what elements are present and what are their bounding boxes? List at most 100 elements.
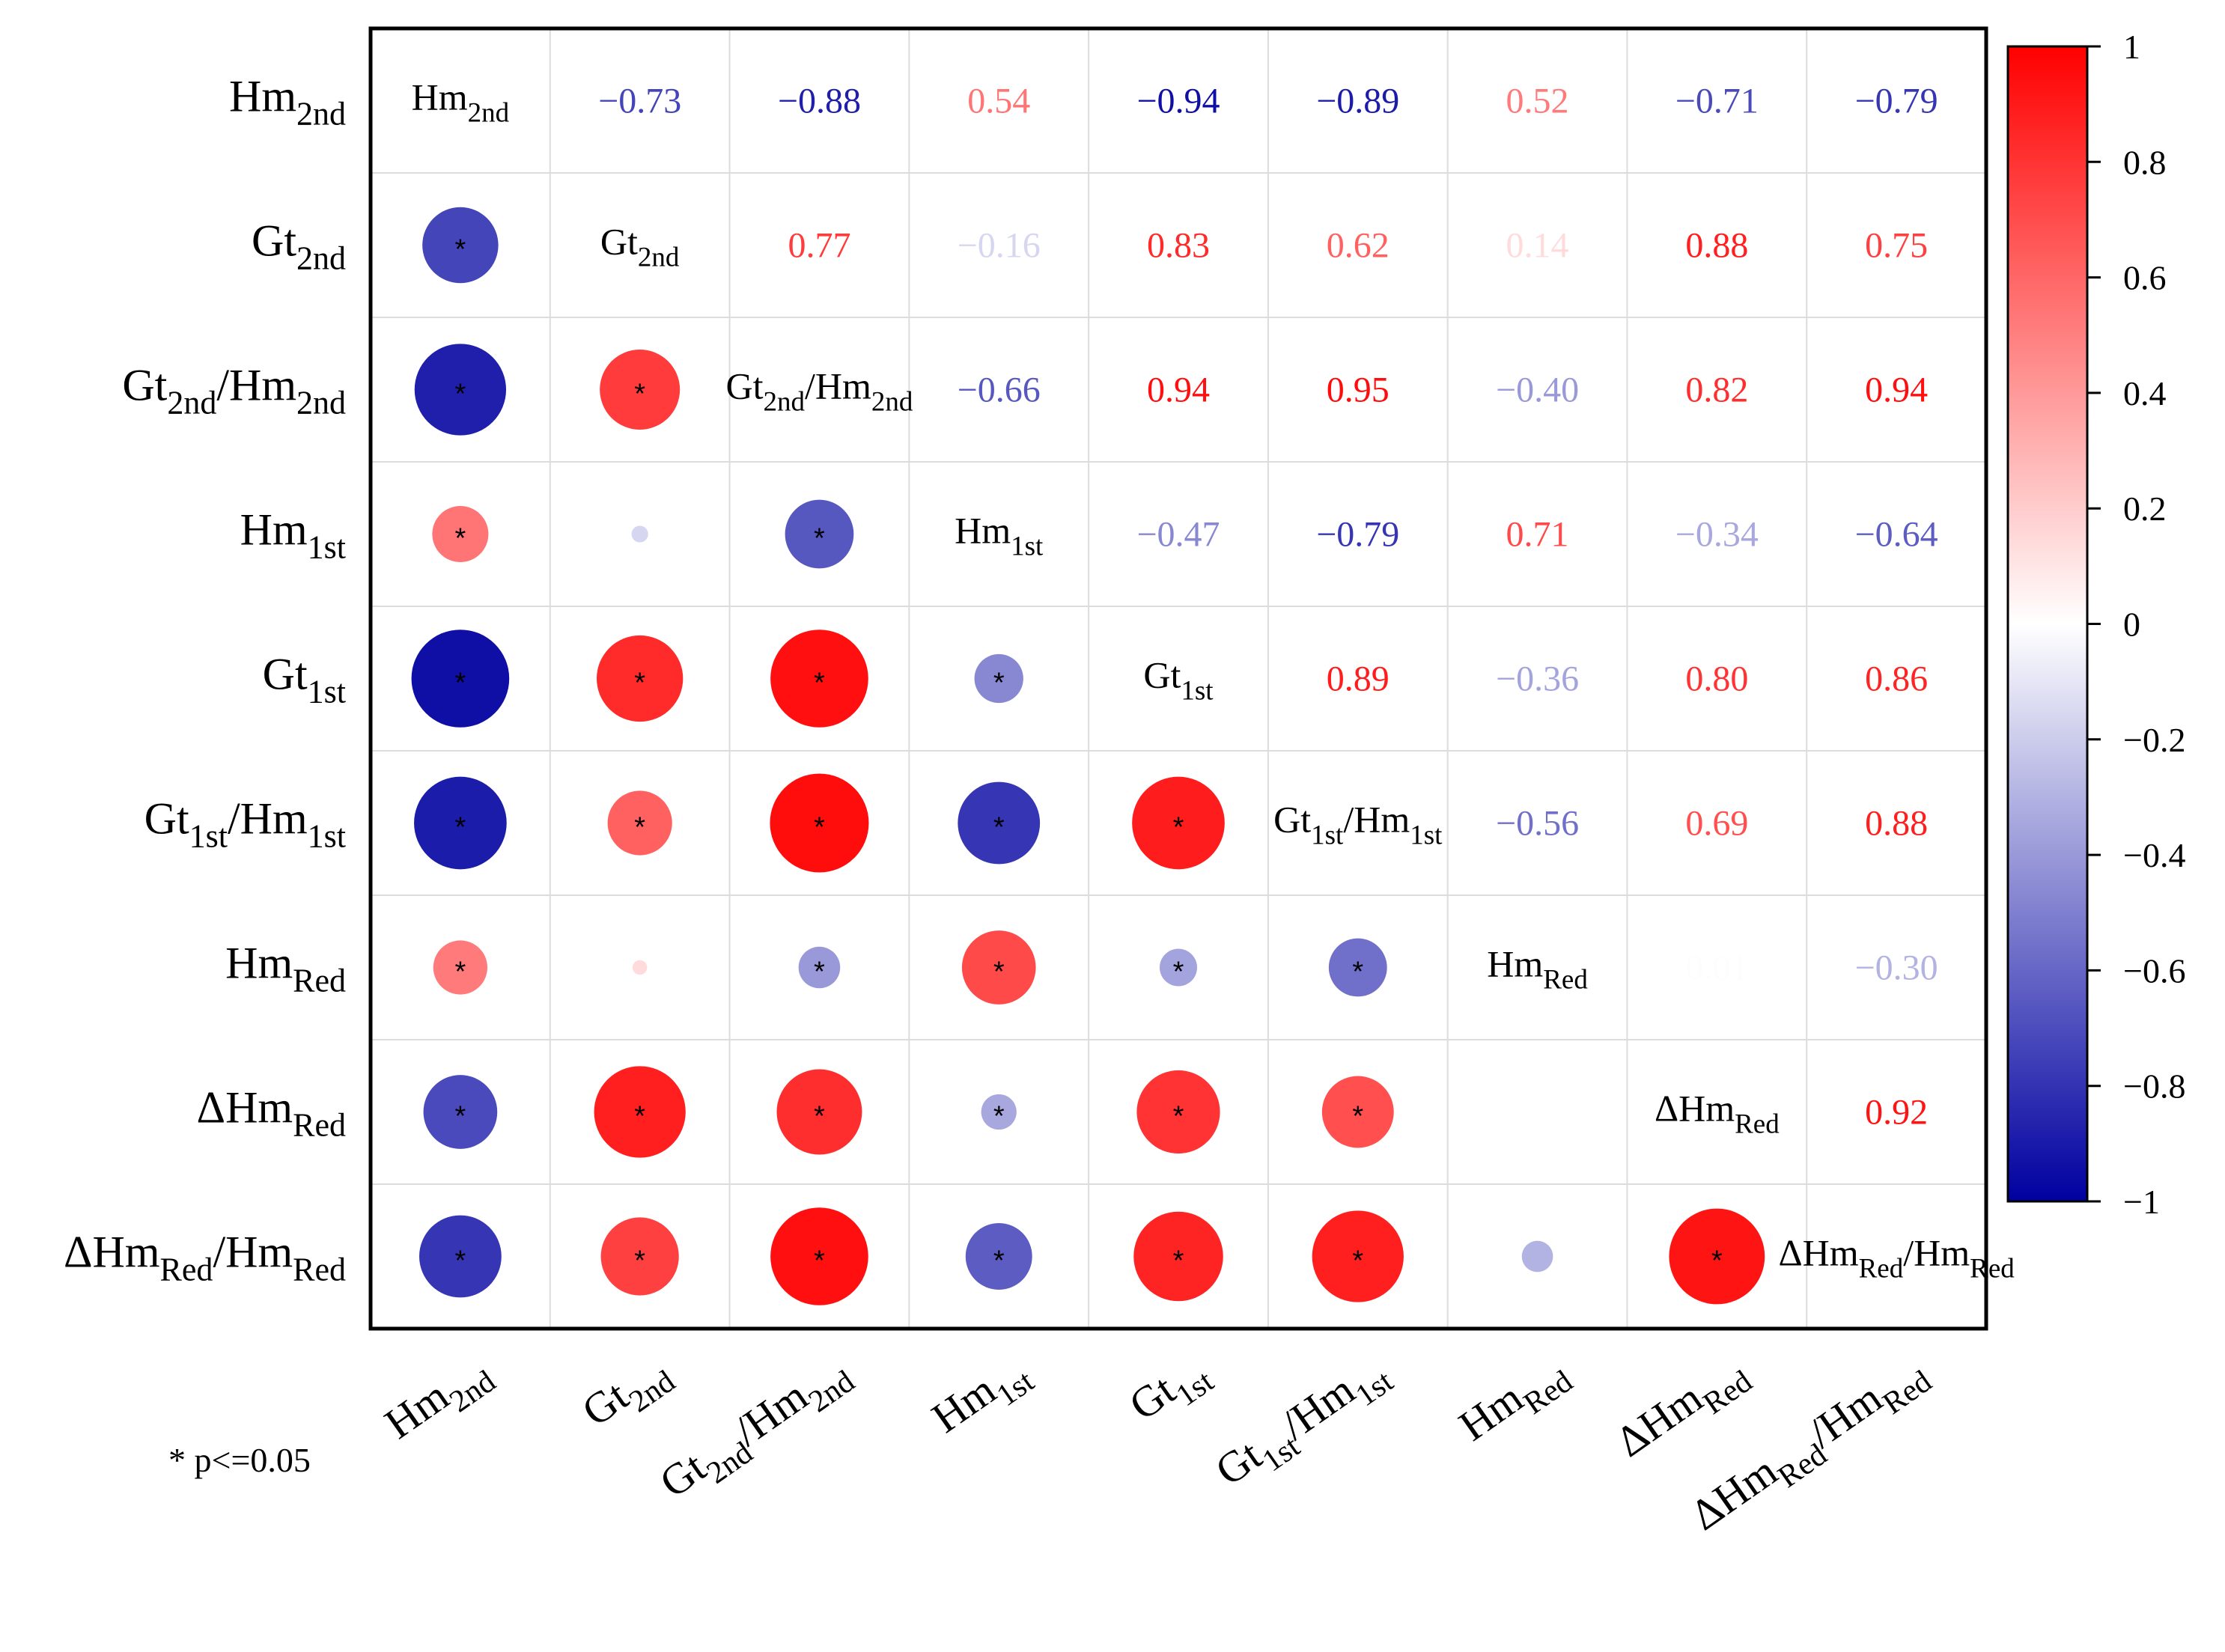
correlation-value: 0.01 <box>1685 948 1748 988</box>
correlation-circle <box>414 344 507 436</box>
significance-star: * <box>634 812 645 844</box>
correlation-value: −0.40 <box>1496 371 1579 410</box>
significance-star: * <box>814 1246 825 1277</box>
correlation-value: −0.79 <box>1855 82 1938 121</box>
y-label-gt2nd: Gt2nd <box>252 216 346 277</box>
significance-star: * <box>454 523 466 555</box>
diagonal-label-gt1st-hm1st: Gt1st/Hm1st <box>1273 799 1443 851</box>
diagonal-label-hm1st: Hm1st <box>955 510 1044 562</box>
correlation-circle <box>785 499 854 569</box>
correlation-circle <box>1536 1111 1538 1113</box>
correlation-circle <box>1521 1240 1553 1272</box>
diagonal-label-gt1st: Gt1st <box>1143 654 1214 707</box>
diagonal-label--hmred: ΔHmRed <box>1655 1088 1780 1140</box>
correlation-circle <box>1132 776 1225 870</box>
correlation-circle <box>632 960 648 975</box>
significance-star: * <box>634 1101 645 1133</box>
correlation-circle <box>418 1215 502 1298</box>
significance-star: * <box>634 668 645 699</box>
correlation-circle <box>1312 1210 1404 1302</box>
correlation-circle <box>422 207 499 284</box>
plot-frame <box>368 26 1988 1331</box>
x-label-hm1st: Hm1st <box>923 1344 1041 1451</box>
y-label-gt1st-hm1st: Gt1st/Hm1st <box>144 794 346 855</box>
significance-star: * <box>634 379 645 410</box>
correlation-value: −0.34 <box>1675 515 1759 555</box>
correlation-value: 0.75 <box>1865 226 1928 266</box>
significance-star: * <box>1173 957 1184 988</box>
correlation-circle <box>974 653 1023 704</box>
significance-star: * <box>454 379 466 410</box>
colorbar-tick-label: 0 <box>2123 606 2140 644</box>
significance-star: * <box>454 812 466 844</box>
y-label-hm1st: Hm1st <box>240 505 346 566</box>
correlation-value: 0.95 <box>1327 371 1390 410</box>
correlation-circle <box>414 776 507 870</box>
correlation-value: −0.56 <box>1496 804 1579 844</box>
diagonal-label-gt2nd: Gt2nd <box>600 221 680 273</box>
correlation-value: 0.82 <box>1685 371 1748 410</box>
significance-star: * <box>814 957 825 988</box>
significance-star: * <box>814 812 825 844</box>
correlation-value: −0.16 <box>958 226 1041 266</box>
x-label--hmred: ΔHmRed <box>1607 1344 1759 1475</box>
x-label-gt1st: Gt1st <box>1121 1344 1220 1438</box>
significance-star: * <box>454 1246 466 1277</box>
correlation-value: −0.66 <box>958 371 1041 410</box>
correlation-circle <box>1133 1211 1223 1302</box>
x-label-hmred: HmRed <box>1450 1344 1579 1458</box>
significance-star: * <box>814 668 825 699</box>
significance-star: * <box>993 957 1005 988</box>
correlation-circle <box>776 1069 862 1155</box>
significance-star: * <box>993 1101 1005 1133</box>
colorbar-tick-label: 0.6 <box>2123 259 2167 297</box>
correlation-value: 0.89 <box>1327 659 1390 699</box>
correlation-value: 0.69 <box>1685 804 1748 844</box>
significance-star: * <box>454 957 466 988</box>
correlation-value: −0.30 <box>1855 948 1938 988</box>
correlation-value: 0.14 <box>1506 226 1569 266</box>
significance-star: * <box>454 234 466 266</box>
correlation-circle <box>600 1217 679 1296</box>
correlation-circle <box>770 630 868 728</box>
correlation-circle <box>596 635 684 722</box>
significance-star: * <box>454 668 466 699</box>
correlation-value: −0.47 <box>1136 515 1220 555</box>
colorbar-tick-label: 1 <box>2123 28 2140 66</box>
y-label-gt2nd-hm2nd: Gt2nd/Hm2nd <box>122 361 346 421</box>
colorbar: 1 0.8 0.6 0.4 0.2 0 −0.2 −0.4 −0.6 −0.8 −1 <box>2006 28 2185 1221</box>
correlation-circle <box>981 1094 1017 1130</box>
colorbar-tick-label: −0.4 <box>2123 836 2185 874</box>
significance-star: * <box>993 668 1005 699</box>
correlation-value: 0.77 <box>788 226 850 266</box>
colorbar-gradient <box>2006 45 2089 1203</box>
colorbar-tick-label: −0.8 <box>2123 1067 2185 1106</box>
colorbar-tick-label: 0.4 <box>2123 374 2167 412</box>
correlation-value: 0.54 <box>967 82 1030 121</box>
significance-star: * <box>814 523 825 555</box>
significance-star: * <box>1352 957 1363 988</box>
correlation-circle <box>1328 938 1387 997</box>
correlation-value: −0.71 <box>1675 82 1759 121</box>
significance-star: * <box>993 812 1005 844</box>
correlation-circle <box>607 790 672 856</box>
colorbar-tick-label: −0.6 <box>2123 951 2185 990</box>
colorbar-tick-label: 0.2 <box>2123 490 2167 528</box>
correlation-circle <box>1321 1076 1394 1148</box>
correlation-circle <box>432 505 489 563</box>
diagonal-label-hm2nd: Hm2nd <box>412 76 510 129</box>
significance-star: * <box>454 1101 466 1133</box>
colorbar-tick-label: −0.2 <box>2123 721 2185 759</box>
x-label-gt2nd-hm2nd: Gt2nd/Hm2nd <box>651 1344 861 1515</box>
correlation-value: 0.80 <box>1685 659 1748 699</box>
correlation-circle <box>958 781 1041 865</box>
correlation-value: −0.64 <box>1855 515 1938 555</box>
x-label-gt2nd: Gt2nd <box>573 1344 681 1444</box>
correlation-value: 0.83 <box>1147 226 1210 266</box>
correlation-circle <box>770 773 869 873</box>
correlation-value: 0.88 <box>1685 226 1748 266</box>
significance-star: * <box>993 1246 1005 1277</box>
correlation-circle <box>631 525 648 543</box>
